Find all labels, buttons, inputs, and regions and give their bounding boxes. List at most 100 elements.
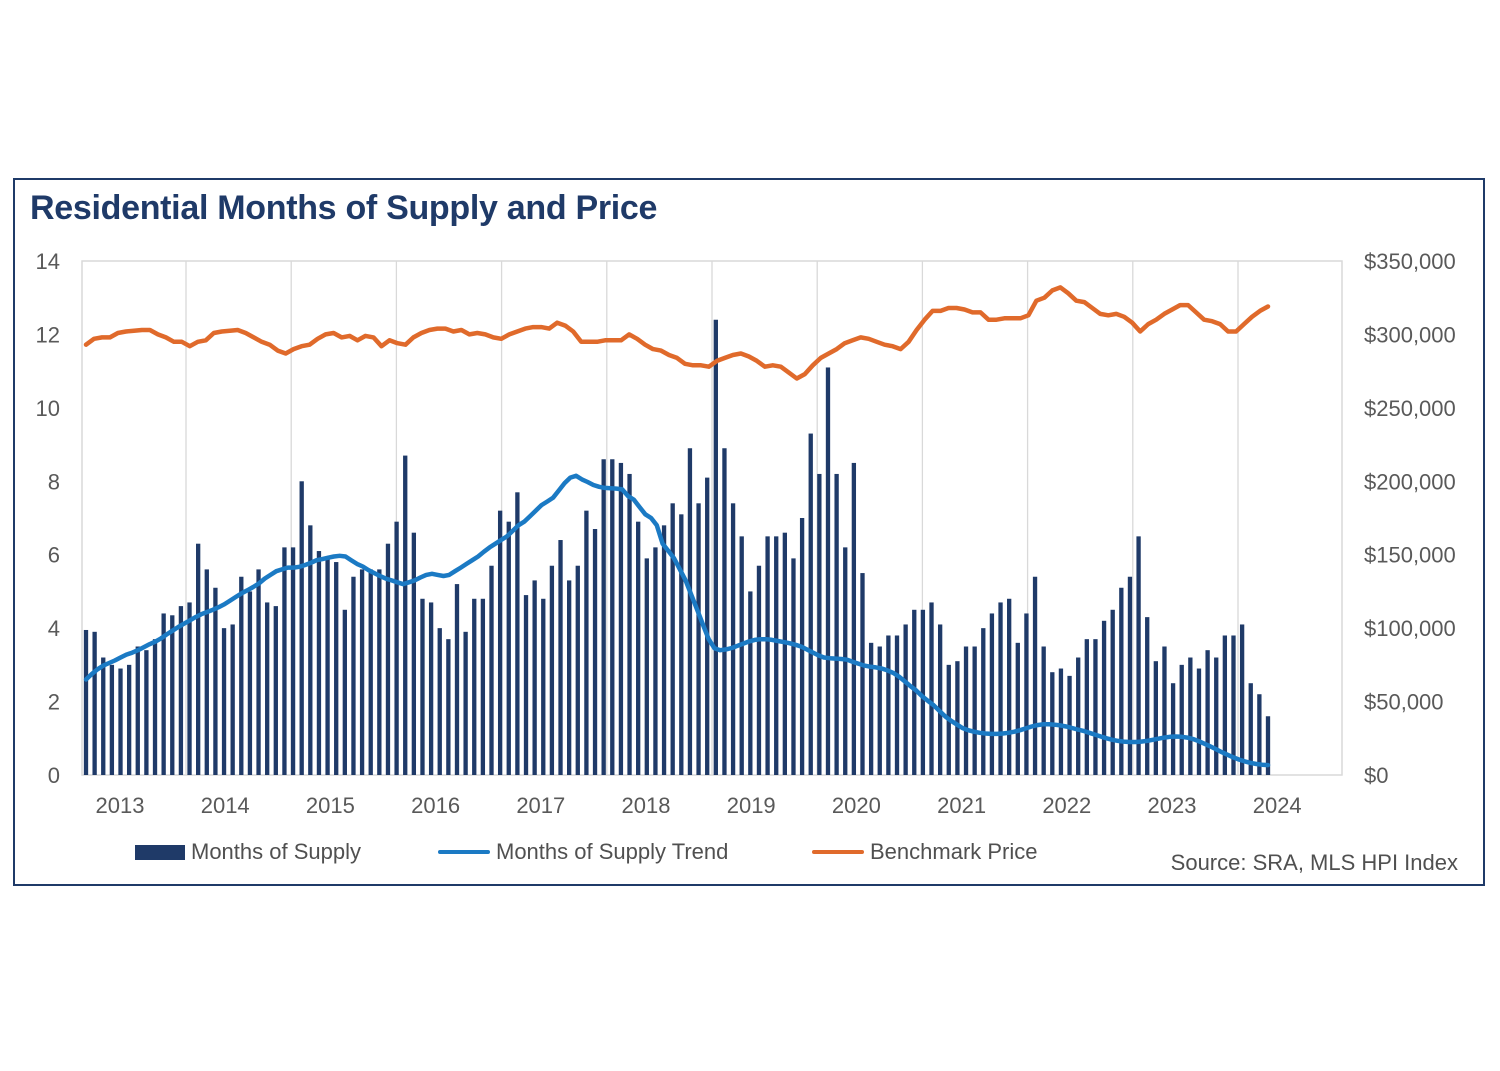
legend-swatch-line bbox=[812, 850, 864, 854]
x-tick-label: 2024 bbox=[1253, 793, 1302, 818]
supply-bar bbox=[437, 628, 442, 775]
supply-bar bbox=[411, 532, 417, 775]
supply-bar bbox=[230, 624, 235, 775]
supply-bar bbox=[342, 609, 347, 775]
supply-bar bbox=[170, 615, 175, 775]
chart-title: Residential Months of Supply and Price bbox=[30, 189, 658, 227]
x-tick-label: 2017 bbox=[516, 793, 565, 818]
chart-frame bbox=[13, 178, 1485, 886]
supply-bar bbox=[265, 602, 270, 775]
supply-bar bbox=[385, 543, 391, 775]
supply-bar bbox=[929, 602, 934, 775]
supply-bar bbox=[92, 631, 97, 775]
supply-bar bbox=[998, 602, 1003, 775]
supply-bar bbox=[592, 529, 598, 775]
supply-bar bbox=[541, 598, 546, 775]
supply-bar bbox=[1127, 576, 1133, 775]
supply-bar bbox=[472, 598, 477, 775]
legend-item-months-of-supply: Months of Supply bbox=[135, 839, 361, 865]
supply-bar bbox=[1265, 716, 1271, 775]
supply-bar bbox=[618, 462, 624, 775]
supply-bar bbox=[636, 521, 641, 775]
supply-bar bbox=[316, 551, 322, 775]
x-tick-label: 2014 bbox=[201, 793, 250, 818]
supply-bar bbox=[782, 532, 788, 775]
supply-bar bbox=[1041, 646, 1046, 775]
y-right-tick-label: $50,000 bbox=[1364, 690, 1444, 715]
supply-bar bbox=[506, 521, 511, 775]
supply-bar bbox=[282, 547, 287, 775]
supply-bar bbox=[808, 433, 813, 775]
y-right-tick-label: $350,000 bbox=[1364, 249, 1456, 274]
supply-bar bbox=[239, 576, 244, 775]
supply-bar bbox=[894, 635, 900, 775]
supply-bar bbox=[135, 646, 140, 775]
supply-bar bbox=[972, 646, 977, 775]
supply-bar bbox=[187, 602, 192, 775]
supply-bar bbox=[903, 624, 908, 775]
x-tick-label: 2020 bbox=[832, 793, 881, 818]
supply-bar bbox=[523, 595, 529, 775]
supply-bar bbox=[368, 569, 373, 775]
x-tick-label: 2015 bbox=[306, 793, 355, 818]
x-tick-label: 2019 bbox=[727, 793, 776, 818]
supply-bar bbox=[1196, 668, 1202, 775]
y-right-tick-label: $150,000 bbox=[1364, 543, 1456, 568]
supply-bar bbox=[1136, 536, 1141, 775]
supply-bar bbox=[351, 576, 356, 775]
legend-item-benchmark-price: Benchmark Price bbox=[812, 839, 1038, 865]
supply-bar bbox=[1170, 683, 1176, 775]
supply-bar bbox=[644, 558, 649, 775]
supply-bar bbox=[1248, 683, 1253, 775]
x-tick-label: 2022 bbox=[1042, 793, 1091, 818]
x-tick-label: 2018 bbox=[622, 793, 671, 818]
y-right-tick-label: $300,000 bbox=[1364, 322, 1456, 347]
supply-bar bbox=[497, 510, 503, 775]
legend-item-supply-trend: Months of Supply Trend bbox=[438, 839, 728, 865]
supply-bar bbox=[204, 569, 209, 775]
supply-bar bbox=[109, 664, 115, 775]
supply-bar bbox=[515, 492, 520, 775]
supply-bar bbox=[213, 587, 218, 775]
supply-bar bbox=[532, 580, 537, 775]
supply-bar bbox=[196, 543, 201, 775]
supply-bar bbox=[403, 455, 408, 775]
supply-bar bbox=[748, 591, 753, 775]
y-left-tick-label: 14 bbox=[36, 249, 60, 274]
x-tick-label: 2023 bbox=[1148, 793, 1197, 818]
legend-swatch-line bbox=[438, 850, 490, 854]
supply-bar bbox=[101, 657, 106, 775]
source-note: Source: SRA, MLS HPI Index bbox=[1170, 850, 1458, 875]
supply-bar bbox=[1119, 587, 1124, 775]
supply-bar bbox=[1007, 598, 1012, 775]
supply-bar bbox=[981, 628, 986, 775]
supply-bar bbox=[1015, 642, 1020, 775]
supply-bar bbox=[937, 624, 943, 775]
supply-bar bbox=[713, 319, 718, 775]
supply-bar bbox=[653, 547, 658, 775]
supply-bar bbox=[1058, 668, 1064, 775]
supply-bar bbox=[670, 503, 675, 775]
supply-bar bbox=[334, 562, 339, 775]
supply-bar bbox=[394, 521, 399, 775]
supply-bar bbox=[480, 598, 486, 775]
supply-bar bbox=[627, 473, 632, 775]
supply-bar bbox=[1093, 639, 1098, 775]
supply-bar bbox=[963, 646, 969, 775]
supply-bar bbox=[912, 609, 917, 775]
supply-bar bbox=[955, 661, 960, 775]
supply-bar bbox=[765, 536, 770, 775]
y-left-tick-label: 4 bbox=[48, 616, 60, 641]
supply-bar bbox=[920, 609, 926, 775]
supply-bar bbox=[83, 629, 89, 775]
supply-bar bbox=[144, 650, 149, 775]
supply-bar bbox=[126, 664, 132, 775]
supply-bar bbox=[1084, 639, 1089, 775]
supply-bar bbox=[290, 547, 296, 775]
y-left-tick-label: 2 bbox=[48, 690, 60, 715]
supply-bar bbox=[1188, 657, 1193, 775]
supply-bar bbox=[610, 459, 615, 775]
supply-bar bbox=[661, 525, 667, 775]
supply-bar bbox=[791, 558, 796, 775]
y-right-tick-label: $100,000 bbox=[1364, 616, 1456, 641]
